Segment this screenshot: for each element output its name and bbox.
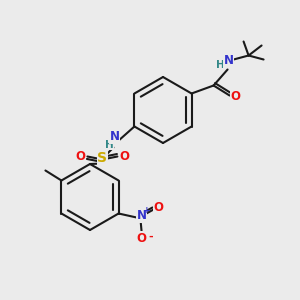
Text: H: H [105,140,114,149]
Text: +: + [143,206,150,215]
Text: O: O [119,150,129,163]
Text: O: O [231,90,241,103]
Text: -: - [148,232,153,242]
Text: N: N [110,130,119,143]
Text: H: H [216,59,225,70]
Text: O: O [75,150,85,163]
Text: S: S [98,152,107,166]
Text: N: N [136,209,147,222]
Text: O: O [154,201,164,214]
Text: N: N [224,54,234,67]
Text: O: O [136,232,147,245]
